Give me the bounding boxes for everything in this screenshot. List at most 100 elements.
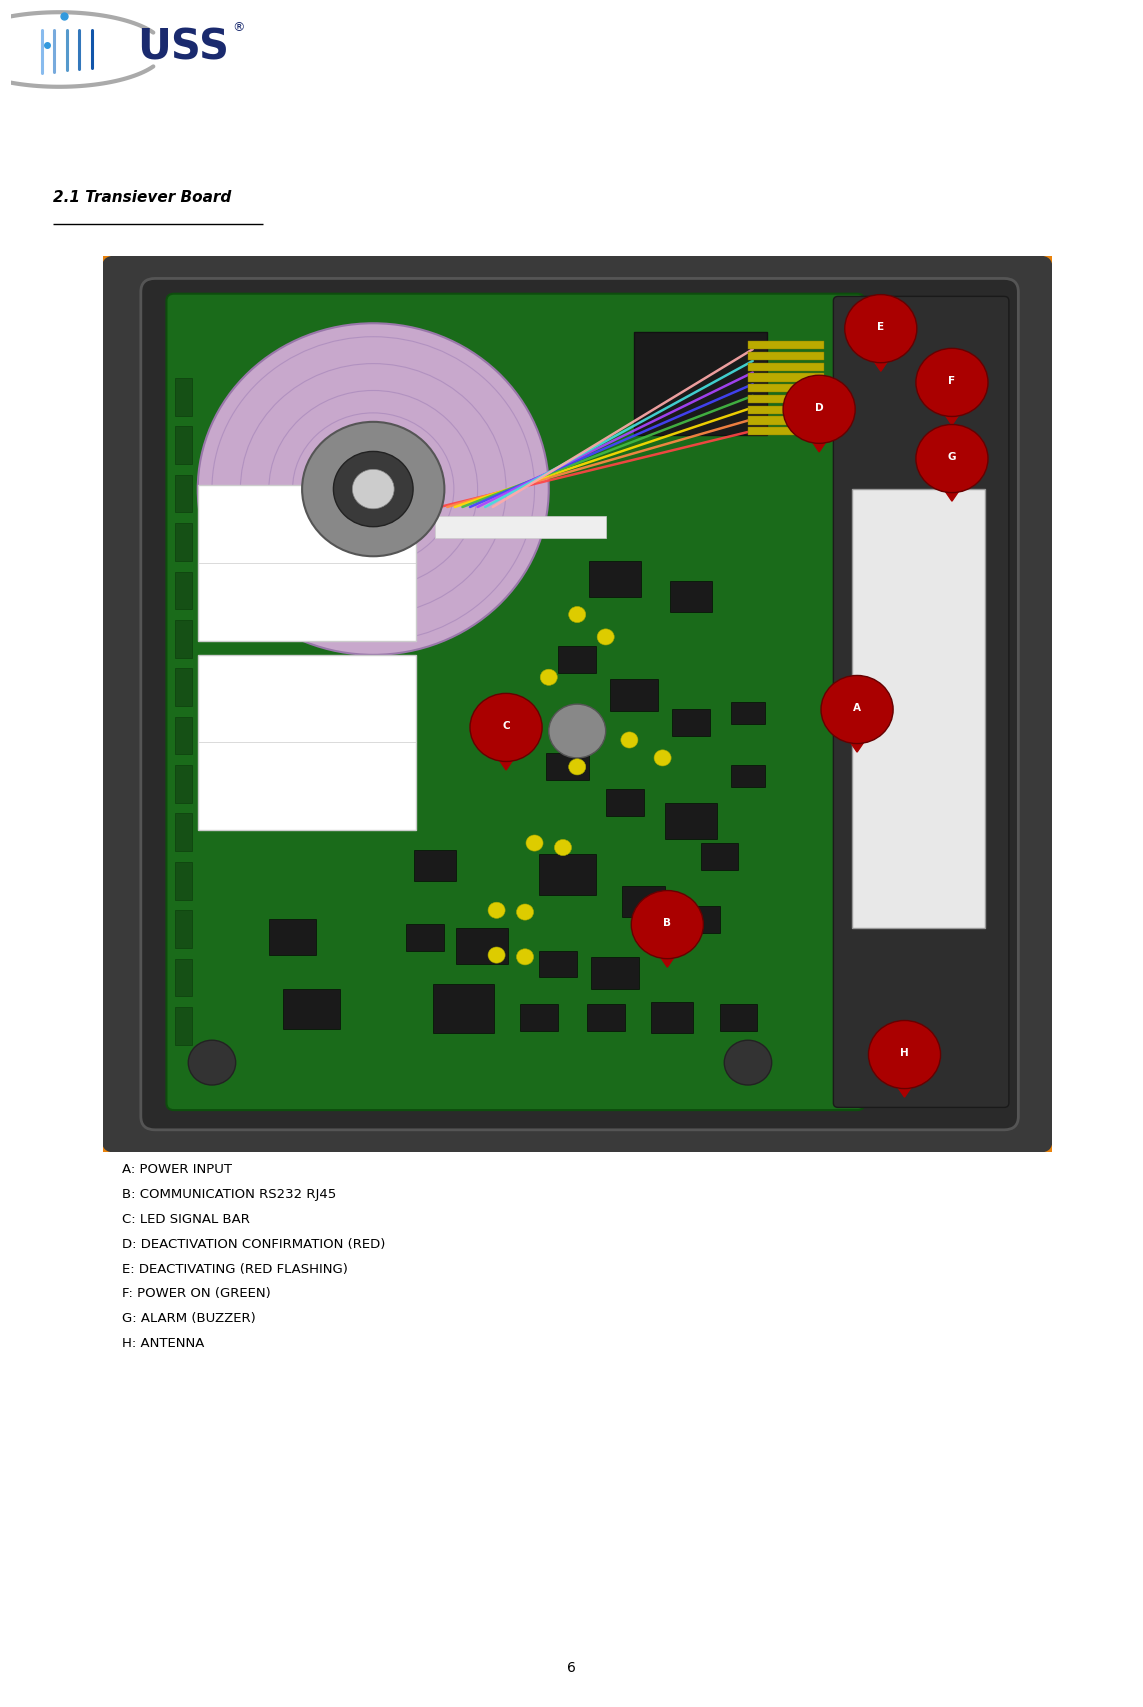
Text: B: B: [663, 918, 671, 929]
Text: D: DEACTIVATION CONFIRMATION (RED): D: DEACTIVATION CONFIRMATION (RED): [122, 1238, 385, 1251]
Text: D: D: [815, 403, 823, 413]
FancyBboxPatch shape: [198, 485, 416, 642]
FancyBboxPatch shape: [748, 352, 824, 360]
FancyBboxPatch shape: [606, 789, 644, 816]
Text: C: LED SIGNAL BAR: C: LED SIGNAL BAR: [122, 1212, 250, 1226]
FancyBboxPatch shape: [634, 333, 767, 435]
Circle shape: [517, 949, 534, 964]
Circle shape: [783, 376, 855, 444]
Circle shape: [189, 1040, 235, 1086]
FancyBboxPatch shape: [175, 377, 192, 415]
Circle shape: [654, 749, 671, 766]
Circle shape: [845, 295, 917, 362]
Circle shape: [517, 905, 534, 920]
FancyBboxPatch shape: [520, 1004, 558, 1031]
Polygon shape: [486, 741, 526, 770]
FancyBboxPatch shape: [586, 1004, 624, 1031]
FancyBboxPatch shape: [610, 679, 658, 710]
FancyBboxPatch shape: [269, 918, 317, 956]
FancyBboxPatch shape: [748, 427, 824, 435]
FancyBboxPatch shape: [720, 1004, 758, 1031]
Text: 2.1 Transiever Board: 2.1 Transiever Board: [53, 189, 231, 205]
Text: G: ALARM (BUZZER): G: ALARM (BUZZER): [122, 1313, 256, 1325]
Circle shape: [198, 323, 549, 655]
Text: H: H: [901, 1048, 909, 1058]
Circle shape: [554, 840, 572, 855]
Circle shape: [597, 628, 614, 645]
FancyBboxPatch shape: [434, 516, 606, 538]
FancyBboxPatch shape: [94, 248, 1061, 1161]
FancyBboxPatch shape: [732, 702, 765, 724]
Text: B: COMMUNICATION RS232 RJ45: B: COMMUNICATION RS232 RJ45: [122, 1188, 336, 1202]
FancyBboxPatch shape: [701, 843, 738, 871]
Text: F: POWER ON (GREEN): F: POWER ON (GREEN): [122, 1287, 271, 1301]
FancyBboxPatch shape: [748, 362, 824, 370]
FancyBboxPatch shape: [175, 814, 192, 852]
Text: F: F: [949, 376, 956, 386]
FancyBboxPatch shape: [748, 406, 824, 413]
FancyBboxPatch shape: [175, 910, 192, 947]
FancyBboxPatch shape: [853, 488, 985, 929]
FancyBboxPatch shape: [407, 923, 445, 951]
Circle shape: [549, 703, 606, 758]
FancyBboxPatch shape: [558, 645, 597, 673]
FancyBboxPatch shape: [432, 985, 494, 1033]
FancyBboxPatch shape: [175, 765, 192, 802]
Polygon shape: [838, 724, 877, 753]
FancyBboxPatch shape: [175, 717, 192, 754]
Polygon shape: [861, 343, 901, 370]
Circle shape: [541, 669, 558, 685]
FancyBboxPatch shape: [748, 384, 824, 393]
Text: G: G: [948, 452, 957, 463]
FancyBboxPatch shape: [665, 802, 717, 838]
Polygon shape: [933, 473, 972, 502]
Circle shape: [569, 606, 585, 623]
FancyBboxPatch shape: [539, 854, 597, 894]
Text: A: POWER INPUT: A: POWER INPUT: [122, 1162, 232, 1176]
Circle shape: [488, 903, 505, 918]
Circle shape: [821, 676, 893, 744]
Circle shape: [569, 760, 585, 775]
FancyBboxPatch shape: [539, 951, 577, 978]
Circle shape: [470, 693, 542, 761]
FancyBboxPatch shape: [456, 929, 509, 964]
FancyBboxPatch shape: [175, 862, 192, 900]
FancyBboxPatch shape: [622, 886, 665, 917]
FancyBboxPatch shape: [175, 1007, 192, 1045]
Circle shape: [725, 1040, 772, 1086]
FancyBboxPatch shape: [175, 572, 192, 609]
FancyBboxPatch shape: [175, 475, 192, 512]
FancyBboxPatch shape: [546, 753, 589, 780]
FancyBboxPatch shape: [175, 669, 192, 707]
Polygon shape: [885, 1069, 925, 1098]
FancyBboxPatch shape: [283, 988, 341, 1029]
FancyBboxPatch shape: [833, 297, 1009, 1108]
FancyBboxPatch shape: [650, 1002, 694, 1033]
FancyBboxPatch shape: [681, 906, 720, 932]
Text: 6: 6: [567, 1661, 576, 1675]
Text: H: ANTENNA: H: ANTENNA: [122, 1337, 205, 1350]
Circle shape: [916, 425, 988, 493]
Text: 2. HARDWARE: 2. HARDWARE: [58, 150, 168, 164]
Polygon shape: [648, 939, 687, 968]
FancyBboxPatch shape: [748, 417, 824, 425]
FancyBboxPatch shape: [748, 374, 824, 381]
Text: E: E: [877, 323, 885, 331]
Circle shape: [869, 1021, 941, 1089]
Circle shape: [916, 348, 988, 417]
FancyBboxPatch shape: [175, 620, 192, 657]
FancyBboxPatch shape: [141, 278, 1018, 1130]
FancyBboxPatch shape: [589, 560, 641, 597]
FancyBboxPatch shape: [591, 958, 639, 988]
FancyBboxPatch shape: [175, 959, 192, 997]
Text: ®: ®: [233, 20, 246, 34]
Text: C: C: [502, 720, 510, 731]
Circle shape: [334, 451, 413, 527]
FancyBboxPatch shape: [748, 394, 824, 403]
Polygon shape: [933, 396, 972, 425]
FancyBboxPatch shape: [167, 294, 864, 1110]
Circle shape: [631, 891, 703, 959]
FancyBboxPatch shape: [732, 765, 765, 787]
Circle shape: [621, 732, 638, 748]
FancyBboxPatch shape: [175, 427, 192, 464]
